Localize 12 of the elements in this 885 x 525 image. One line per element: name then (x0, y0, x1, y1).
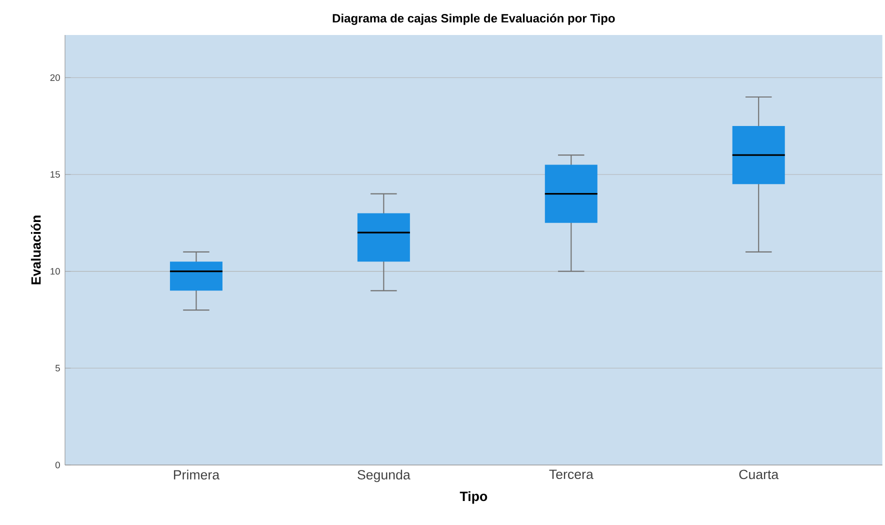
x-tick-label: Cuarta (739, 470, 779, 480)
y-tick-label: 15 (50, 171, 60, 178)
y-tick-label: 5 (55, 364, 60, 372)
chart-title: Diagrama de cajas Simple de Evaluación por Tipo (332, 14, 615, 25)
y-tick-label: 10 (50, 268, 60, 275)
x-tick-label: Primera (174, 470, 220, 480)
x-tick-label: Segunda (358, 470, 410, 482)
x-axis-title: Tipo (460, 491, 488, 504)
y-axis-title: Evaluación (30, 216, 41, 284)
x-tick-label: Tercera (549, 470, 594, 480)
y-tick-label: 20 (50, 74, 60, 81)
y-tick-label: 0 (55, 462, 60, 468)
